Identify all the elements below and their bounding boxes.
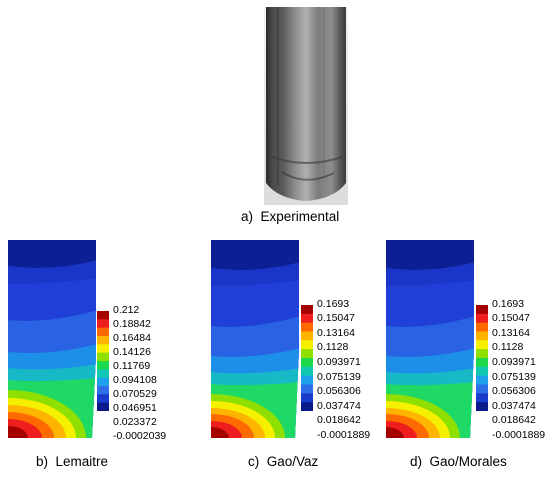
legend-tick: 0.018642 [492, 414, 536, 426]
contour-plot-gao-morales [386, 240, 476, 438]
legend-swatch [476, 340, 488, 350]
legend-tick: 0.046951 [113, 402, 157, 414]
legend-swatch [476, 313, 488, 324]
caption-gao-vaz: c) Gao/Vaz [248, 454, 319, 469]
legend-swatch [97, 319, 109, 329]
legend-swatch [97, 402, 109, 411]
legend-tick: 0.093971 [317, 356, 361, 368]
legend-swatch [301, 313, 313, 324]
legend-tick: 0.037474 [492, 400, 536, 412]
legend-swatch [97, 344, 109, 354]
legend-swatch [301, 331, 313, 341]
legend-swatch [476, 402, 488, 411]
legend-swatch [97, 377, 109, 387]
legend-swatch [301, 322, 313, 332]
legend-tick: 0.093971 [492, 356, 536, 368]
legend-tick: 0.18842 [113, 318, 151, 330]
legend-tick: 0.056306 [492, 385, 536, 397]
contour-plot-lemaitre [8, 240, 98, 438]
legend-swatch [476, 375, 488, 385]
legend-swatch [97, 369, 109, 379]
legend-tick: 0.018642 [317, 414, 361, 426]
legend-swatch [97, 361, 109, 370]
legend-tick: 0.070529 [113, 388, 157, 400]
legend-tick: 0.075139 [317, 371, 361, 383]
legend-tick: 0.1128 [317, 341, 349, 353]
legend-swatch [301, 358, 313, 368]
legend-tick: 0.11769 [113, 360, 151, 372]
legend-tick: 0.13164 [492, 327, 530, 339]
legend-swatch [97, 327, 109, 337]
legend-tick: 0.094108 [113, 374, 157, 386]
legend-tick: 0.1693 [492, 298, 525, 310]
legend-tick: 0.212 [113, 304, 140, 316]
legend-tick: 0.056306 [317, 385, 361, 397]
legend-swatch [97, 386, 109, 395]
legend-colorbar-gao-morales [476, 305, 488, 411]
legend-swatch [301, 402, 313, 411]
legend-swatch [476, 384, 488, 394]
legend-tick: -0.0001889 [492, 429, 546, 441]
legend-swatch [301, 349, 313, 359]
legend-swatch [476, 366, 488, 377]
legend-tick: 0.1128 [492, 341, 524, 353]
legend-swatch [476, 393, 488, 403]
legend-swatch [301, 384, 313, 394]
legend-swatch [301, 340, 313, 350]
legend-swatch [97, 311, 109, 320]
caption-gao-morales: d) Gao/Morales [410, 454, 507, 469]
legend-swatch [476, 331, 488, 341]
legend-swatch [476, 358, 488, 368]
legend-swatch [301, 393, 313, 403]
legend-tick: 0.037474 [317, 400, 361, 412]
caption-experimental: a) Experimental [241, 209, 340, 224]
legend-tick: 0.15047 [492, 312, 530, 324]
legend-swatch [301, 305, 313, 315]
legend-swatch [97, 394, 109, 404]
legend-tick: 0.075139 [492, 371, 536, 383]
legend-tick: 0.13164 [317, 327, 355, 339]
experimental-photo [264, 7, 348, 205]
legend-colorbar-lemaitre [97, 311, 109, 411]
legend-tick: 0.1693 [317, 298, 350, 310]
legend-swatch [301, 375, 313, 385]
legend-tick: -0.0002039 [113, 430, 167, 442]
legend-tick: 0.16484 [113, 332, 151, 344]
legend-swatch [97, 352, 109, 362]
legend-tick: -0.0001889 [317, 429, 371, 441]
legend-swatch [476, 349, 488, 359]
legend-tick: 0.023372 [113, 416, 157, 428]
legend-swatch [301, 366, 313, 377]
legend-tick: 0.14126 [113, 346, 151, 358]
legend-swatch [97, 336, 109, 345]
caption-lemaitre: b) Lemaitre [36, 454, 109, 469]
legend-swatch [476, 305, 488, 315]
legend-colorbar-gao-vaz [301, 305, 313, 411]
legend-tick: 0.15047 [317, 312, 355, 324]
contour-plot-gao-vaz [211, 240, 301, 438]
legend-swatch [476, 322, 488, 332]
